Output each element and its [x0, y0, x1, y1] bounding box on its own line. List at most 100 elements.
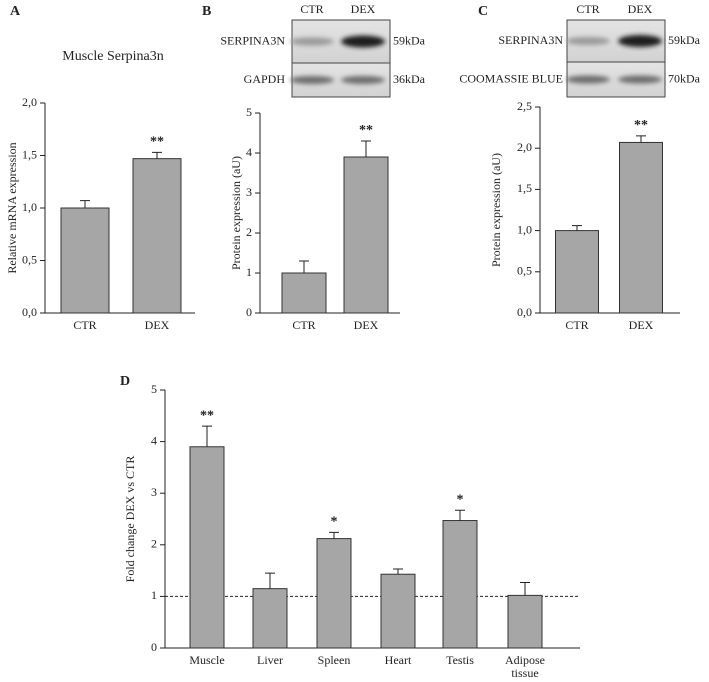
error-bar	[572, 225, 582, 231]
bar	[507, 594, 543, 649]
significance-mark: *	[457, 492, 464, 507]
blot-protein: COOMASSIE BLUE	[459, 71, 563, 85]
blot-size: 59kDa	[668, 33, 701, 47]
error-bar	[393, 568, 403, 575]
bar	[189, 446, 225, 649]
error-bar	[299, 260, 309, 273]
blot-lane-label: CTR	[300, 2, 323, 16]
blot-band	[566, 37, 610, 45]
x-tick-label-box: Liver	[257, 654, 283, 667]
x-tick-label: DEX	[144, 319, 170, 332]
error-bar	[265, 572, 275, 589]
bar	[281, 272, 327, 314]
blot-band	[618, 75, 662, 84]
bar	[60, 207, 110, 314]
blot-lane-label: DEX	[628, 2, 653, 16]
blot-protein: GAPDH	[244, 72, 286, 86]
error-bar	[520, 581, 530, 596]
y-axis-label: Protein expression (aU)	[489, 153, 503, 267]
y-tick-label: 3	[246, 185, 252, 199]
error-bar	[455, 509, 465, 521]
y-tick-label: 5	[246, 105, 252, 119]
blot-band	[341, 35, 385, 48]
x-tick-label: CTR	[292, 319, 316, 332]
x-tick-label-box: Muscle	[189, 654, 225, 667]
y-tick-label: 1,5	[517, 181, 532, 195]
x-tick-label-box: CTR	[292, 319, 316, 332]
x-tick-label: Adipose tissue	[505, 654, 545, 680]
x-tick-label: Muscle	[189, 654, 225, 667]
y-tick-label: 1	[246, 265, 252, 279]
bar	[380, 573, 416, 649]
blot-size: 70kDa	[668, 71, 701, 85]
y-tick-label: 0	[246, 305, 252, 319]
error-bar	[636, 135, 646, 143]
y-tick-label: 4	[246, 145, 252, 159]
error-bar	[152, 151, 162, 159]
bar	[316, 538, 352, 649]
y-axis-label: Relative mRNA expression	[5, 142, 19, 273]
y-tick-label: 0,0	[517, 305, 532, 319]
y-tick-label: 2,0	[22, 95, 37, 109]
x-tick-label: Liver	[257, 654, 283, 667]
x-tick-label-box: DEX	[628, 319, 654, 332]
blot-band	[341, 76, 385, 84]
x-tick-label-box: Testis	[446, 654, 474, 667]
x-tick-label-box: DEX	[353, 319, 379, 332]
error-bar	[329, 531, 339, 539]
y-tick-label: 4	[151, 433, 157, 447]
y-tick-label: 1,0	[22, 200, 37, 214]
significance-mark: **	[150, 135, 164, 150]
blot-protein: SERPINA3N	[220, 33, 285, 47]
y-tick-label: 1,0	[517, 222, 532, 236]
significance-mark: **	[359, 123, 373, 138]
x-tick-label-box: Spleen	[317, 654, 351, 667]
blot-lane-label: CTR	[576, 2, 599, 16]
significance-mark: **	[200, 408, 214, 423]
y-tick-label: 3	[151, 485, 157, 499]
y-tick-label: 5	[151, 382, 157, 396]
bar	[132, 158, 182, 314]
y-tick-label: 0,0	[22, 305, 37, 319]
x-tick-label: CTR	[565, 319, 589, 332]
y-tick-label: 1,5	[22, 147, 37, 161]
panel-label: A	[10, 4, 21, 19]
panel-label: C	[478, 4, 488, 19]
x-tick-label-box: CTR	[565, 319, 589, 332]
x-tick-label: DEX	[628, 319, 654, 332]
bar	[555, 230, 599, 314]
blot-band	[290, 76, 334, 84]
bar	[343, 156, 389, 314]
x-tick-label: Spleen	[317, 654, 351, 667]
blot-band	[566, 75, 610, 84]
y-tick-label: 0,5	[517, 264, 532, 278]
panel-label: D	[120, 374, 130, 389]
blot-lane-label: DEX	[351, 2, 376, 16]
x-tick-label-box: Adipose tissue	[505, 654, 545, 680]
blot-band	[618, 35, 662, 47]
x-tick-label: DEX	[353, 319, 379, 332]
error-bar	[361, 140, 371, 157]
significance-mark: *	[331, 515, 338, 530]
error-bar	[202, 425, 212, 447]
bar	[619, 141, 663, 314]
bar	[252, 588, 288, 649]
y-axis-label: Protein expression (aU)	[229, 156, 243, 270]
y-tick-label: 0	[151, 640, 157, 654]
blot-band	[290, 37, 334, 46]
y-tick-label: 0,5	[22, 252, 37, 266]
panel-label: B	[202, 4, 211, 19]
y-tick-label: 2,5	[517, 99, 532, 113]
x-tick-label-box: CTR	[73, 319, 96, 332]
y-tick-label: 2	[246, 225, 252, 239]
error-bar	[80, 200, 90, 208]
y-tick-label: 2,0	[517, 140, 532, 154]
x-tick-label: Heart	[384, 654, 412, 667]
y-axis-label: Fold change DEX vs CTR	[123, 456, 137, 583]
significance-mark: **	[634, 118, 648, 133]
x-tick-label: Testis	[446, 654, 474, 667]
y-tick-label: 2	[151, 537, 157, 551]
y-tick-label: 1	[151, 588, 157, 602]
